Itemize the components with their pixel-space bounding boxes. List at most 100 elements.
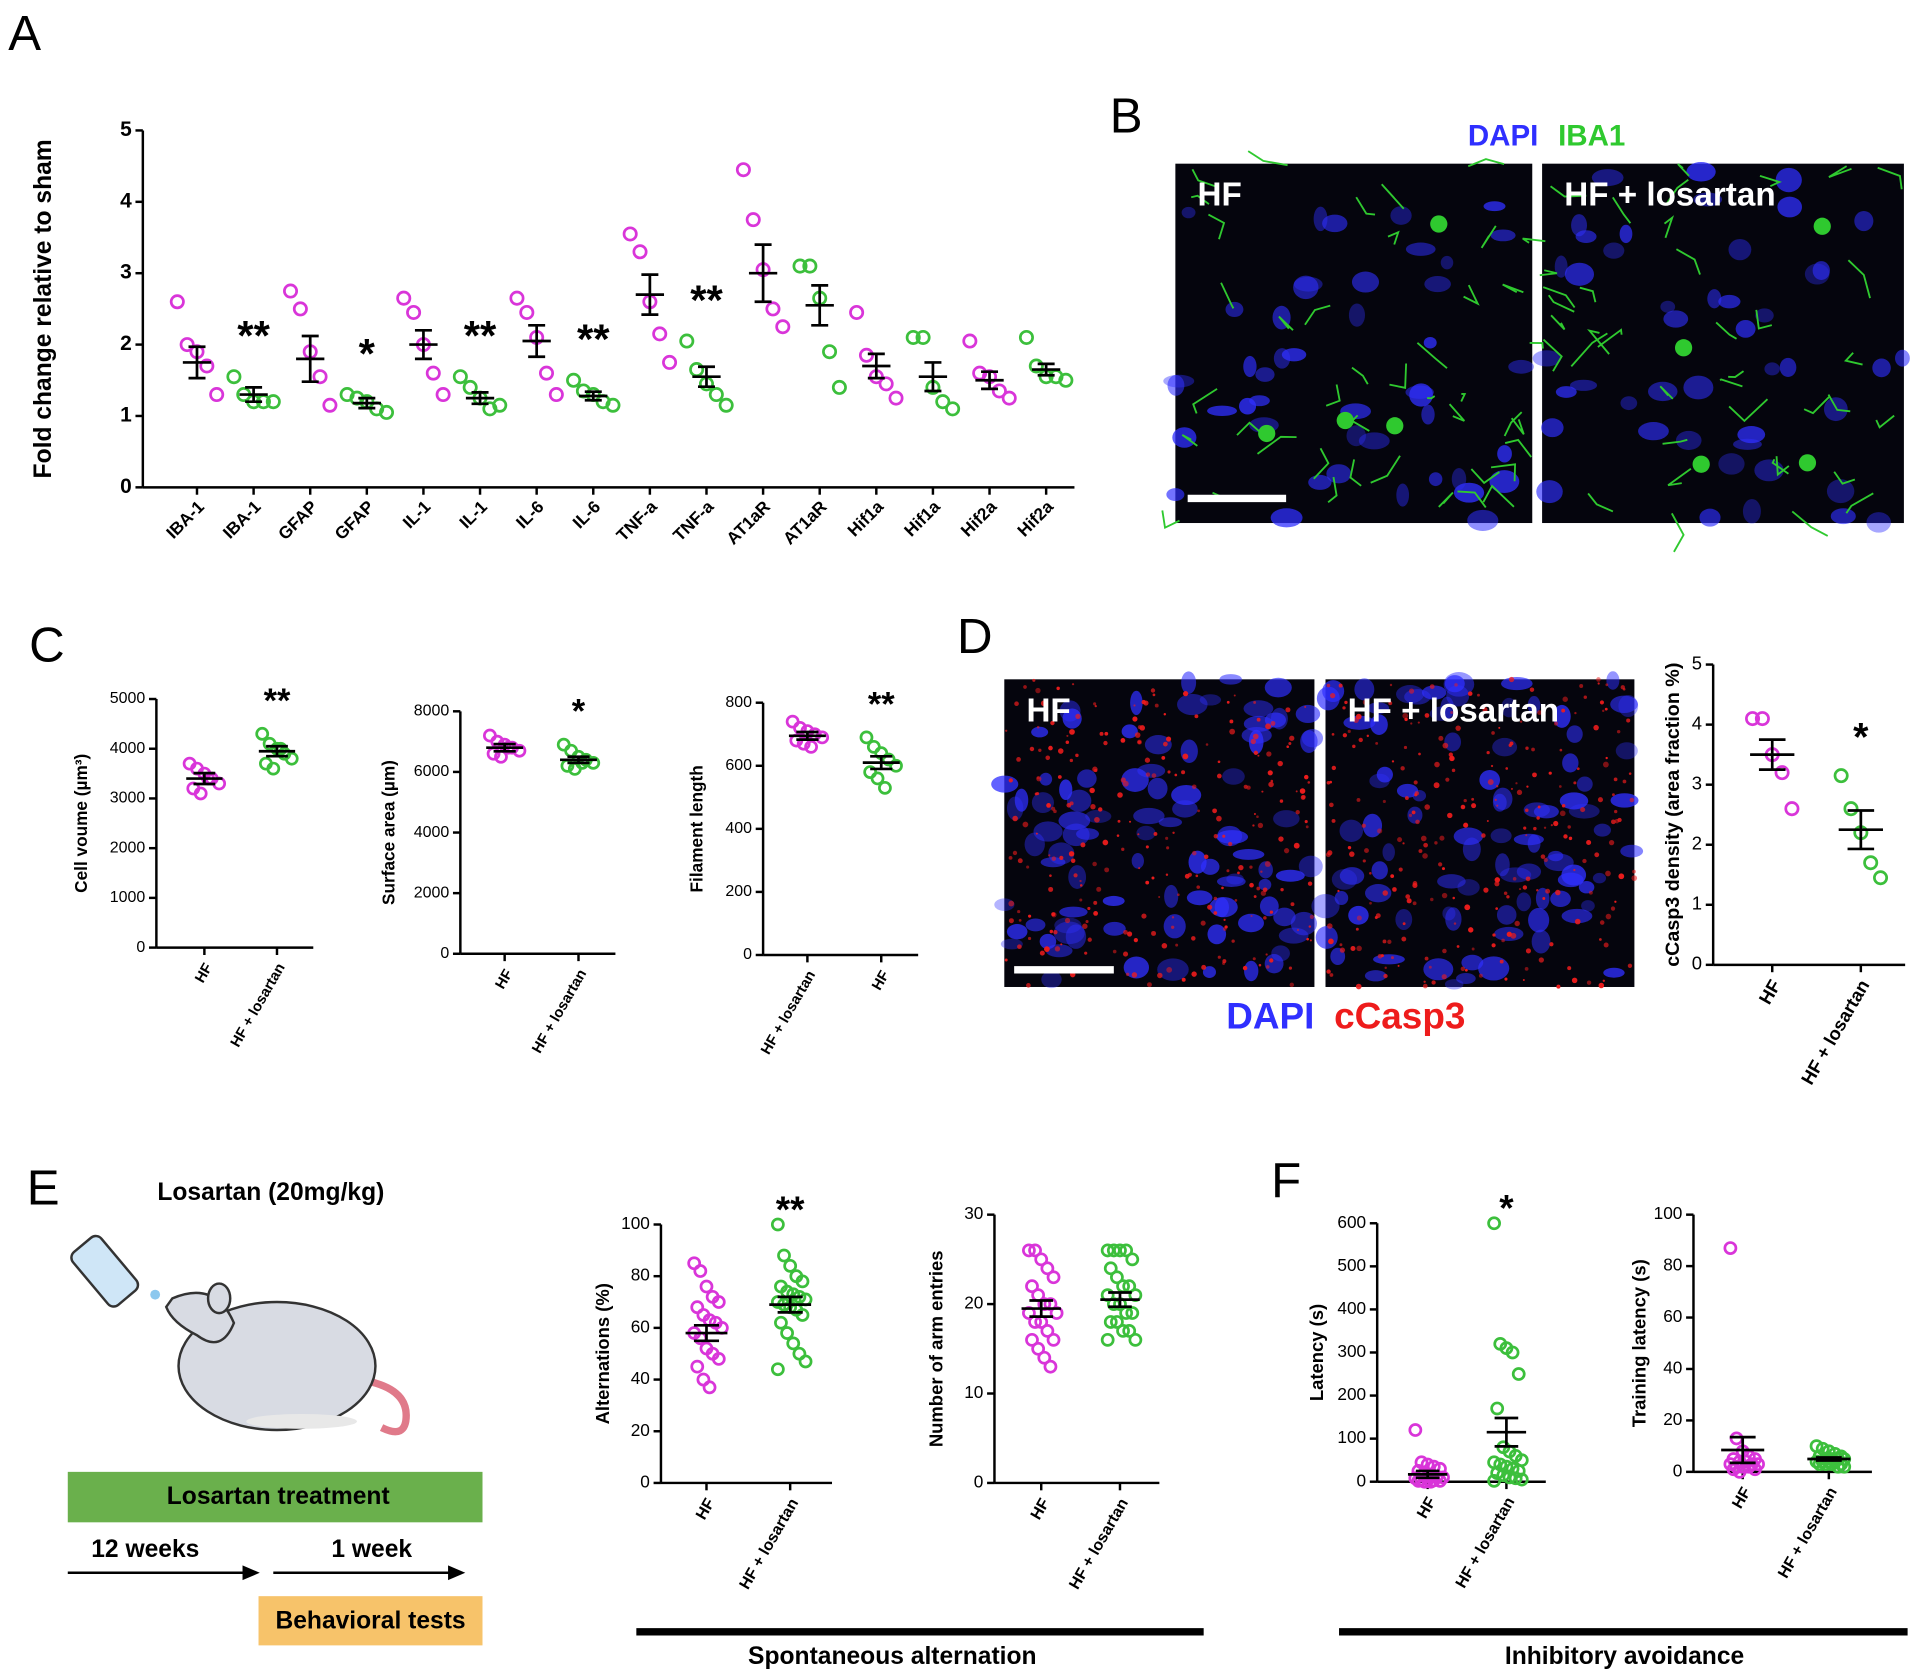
signal (1441, 892, 1448, 899)
nucleus (1490, 828, 1512, 844)
phase-label: 12 weeks (91, 1536, 199, 1563)
signal (1161, 756, 1166, 760)
nucleus (1562, 753, 1579, 773)
bottle (70, 1234, 140, 1308)
signal (1494, 877, 1501, 883)
signal (1093, 900, 1098, 905)
error-bar (777, 1295, 803, 1314)
signal (1134, 732, 1141, 738)
data-point (1417, 1474, 1432, 1489)
data-point (1508, 1471, 1523, 1486)
signal (1392, 887, 1397, 892)
signal (1422, 983, 1428, 989)
signal (1092, 861, 1097, 867)
nucleus (1275, 869, 1305, 882)
signal (1172, 831, 1175, 834)
signal (1212, 808, 1217, 814)
channel-label: DAPI (1226, 996, 1314, 1037)
signal (1605, 913, 1612, 920)
signal (1293, 842, 1300, 849)
nucleus (1301, 729, 1324, 748)
nucleus (1334, 891, 1349, 906)
signal (1460, 804, 1466, 810)
error-bar (1729, 1435, 1756, 1465)
signal (1279, 799, 1284, 803)
y-tick-label: 0 (974, 1471, 984, 1491)
cell-body (1258, 424, 1276, 443)
y-tick-label: 3000 (110, 790, 146, 807)
y-axis-label: Cell voume (µm³) (71, 754, 91, 893)
nucleus (1423, 958, 1454, 981)
data-point (1119, 1243, 1134, 1258)
y-tick-label: 2 (120, 332, 132, 355)
y-tick-label: 4000 (110, 740, 146, 757)
signal (1487, 779, 1494, 785)
signal (1453, 922, 1457, 925)
signal (1223, 918, 1226, 922)
signal (1550, 314, 1566, 331)
nucleus (1570, 379, 1598, 391)
nucleus (1405, 242, 1436, 256)
nucleus (1164, 884, 1179, 908)
data-point (770, 1217, 785, 1232)
nucleus (1610, 695, 1638, 713)
signal (1594, 852, 1600, 858)
significance: ** (264, 682, 291, 720)
signal (1217, 955, 1221, 959)
signal (1438, 491, 1454, 508)
nucleus (1866, 512, 1891, 533)
signal (1388, 701, 1393, 706)
signal (1596, 677, 1601, 682)
error-bar (693, 1323, 720, 1343)
signal (1567, 825, 1571, 829)
nucleus (1180, 739, 1198, 764)
nucleus (1683, 375, 1714, 400)
data-point (702, 1380, 717, 1395)
error-bar (754, 243, 772, 304)
signal (1620, 685, 1625, 690)
signal (1404, 717, 1408, 722)
data-point (849, 304, 865, 320)
data-point (1100, 1332, 1115, 1347)
signal (1167, 770, 1171, 774)
data-point (1043, 1359, 1058, 1374)
signal (1161, 510, 1180, 530)
treatment-label: Losartan treatment (167, 1483, 390, 1510)
y-tick-label: 1000 (110, 889, 146, 906)
panel-label: A (8, 6, 41, 61)
signal (1467, 691, 1473, 696)
signal (1451, 768, 1456, 773)
data-point (735, 162, 751, 178)
signal (1369, 901, 1372, 905)
nucleus (1620, 844, 1644, 858)
error-bar (1758, 738, 1786, 772)
signal (1087, 906, 1091, 911)
data-point (745, 212, 761, 228)
signal (1402, 842, 1405, 845)
data-point (1034, 1252, 1049, 1267)
signal (1499, 959, 1504, 964)
y-axis-label: Training latency (s) (1628, 1259, 1649, 1427)
nucleus (1207, 924, 1227, 945)
nucleus (1376, 766, 1393, 783)
y-tick-label: 0 (640, 1471, 650, 1491)
data-point (774, 1315, 788, 1330)
nucleus (1085, 809, 1112, 823)
signal (1257, 754, 1260, 757)
signal (1177, 893, 1180, 896)
signal (1313, 447, 1330, 480)
signal (1330, 692, 1336, 699)
data-point (804, 739, 818, 754)
signal (1252, 824, 1255, 827)
y-axis-label: Latency (s) (1306, 1304, 1327, 1401)
significance: * (572, 693, 586, 731)
signal (1048, 886, 1054, 892)
channel-label: cCasp3 (1334, 996, 1465, 1037)
signal (1431, 980, 1436, 985)
nucleus (1728, 238, 1752, 261)
signal (1147, 982, 1152, 988)
signal (1049, 929, 1054, 934)
signal (1464, 968, 1468, 972)
nucleus (1222, 768, 1245, 785)
signal (1843, 352, 1863, 366)
